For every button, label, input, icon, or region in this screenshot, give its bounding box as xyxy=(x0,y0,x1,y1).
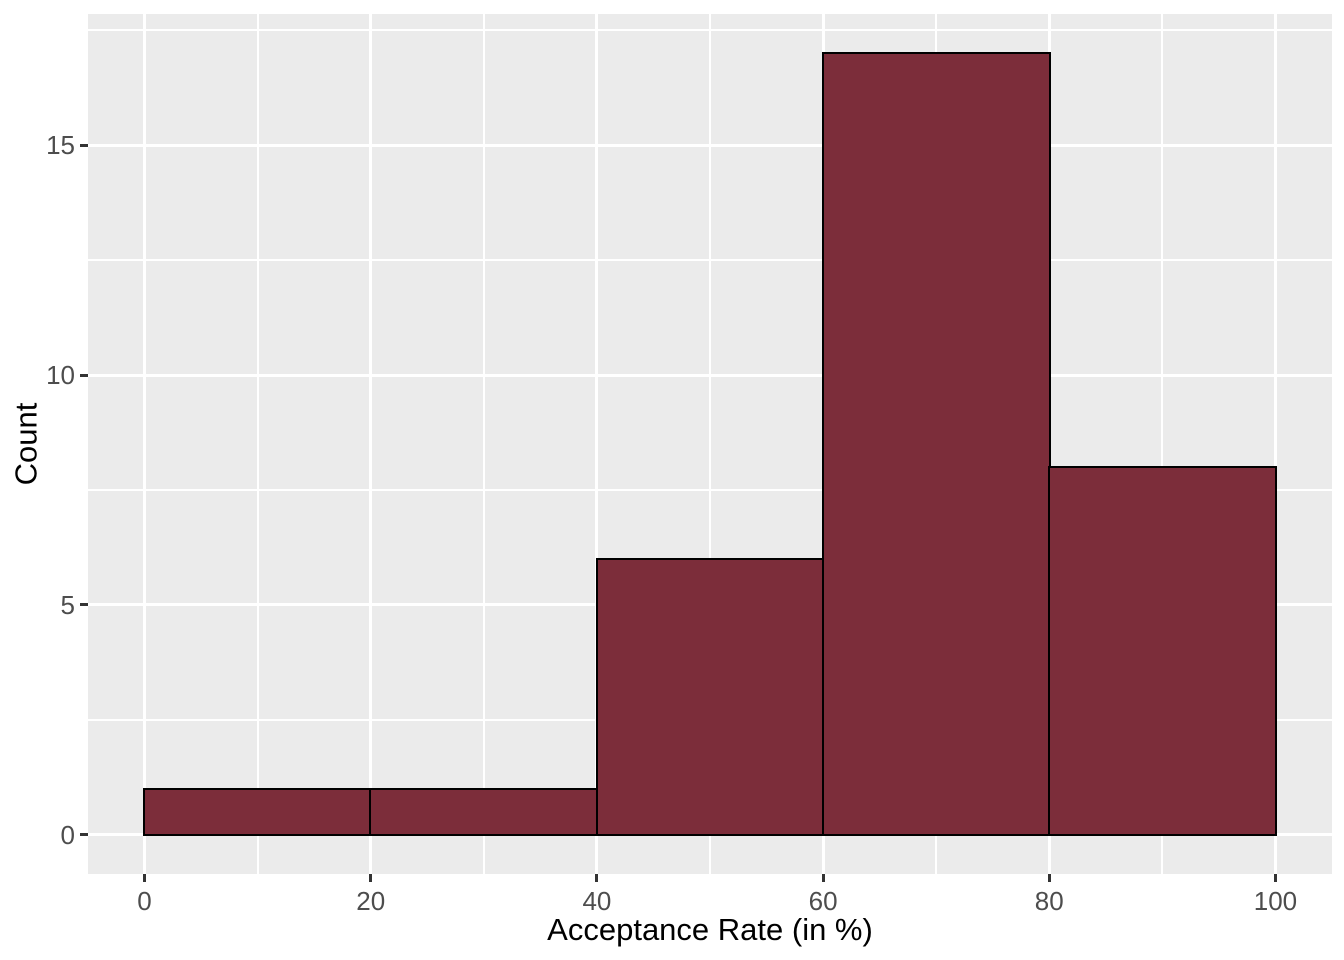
x-axis-tick-mark xyxy=(1273,874,1277,882)
y-axis-tick-mark xyxy=(80,373,88,377)
y-axis-tick-mark xyxy=(80,143,88,147)
x-axis-tick-label: 60 xyxy=(808,886,838,916)
x-axis-tick-label: 0 xyxy=(137,886,152,916)
histogram-bar xyxy=(595,557,825,837)
histogram-bar xyxy=(821,51,1051,837)
major-gridline-vertical xyxy=(143,14,147,874)
x-axis-tick-label: 100 xyxy=(1253,886,1298,916)
x-axis-tick-mark xyxy=(143,874,147,882)
y-axis-tick-mark xyxy=(80,833,88,837)
major-gridline-vertical xyxy=(595,14,599,874)
minor-gridline-horizontal xyxy=(88,259,1332,262)
y-axis-tick-label: 5 xyxy=(60,589,75,620)
histogram-bar xyxy=(369,787,599,837)
x-axis-tick-mark xyxy=(821,874,825,882)
y-axis-tick-mark xyxy=(80,603,88,607)
minor-gridline-vertical xyxy=(1161,14,1164,874)
histogram-bar xyxy=(143,787,372,837)
y-axis-tick-label: 0 xyxy=(60,819,75,850)
minor-gridline-vertical xyxy=(709,14,711,874)
x-axis-title: Acceptance Rate (in %) xyxy=(547,912,873,947)
y-axis-tick-label: 15 xyxy=(46,130,75,161)
x-axis-tick-mark xyxy=(595,874,599,882)
x-axis-tick-label: 20 xyxy=(356,886,386,916)
major-gridline-vertical xyxy=(1273,14,1277,874)
histogram-bar xyxy=(1048,465,1277,837)
minor-gridline-horizontal xyxy=(88,29,1332,32)
minor-gridline-vertical xyxy=(482,14,485,874)
major-gridline-horizontal xyxy=(88,143,1332,147)
x-axis-tick-mark xyxy=(369,874,373,882)
major-gridline-vertical xyxy=(369,14,373,874)
y-axis-title: Count xyxy=(8,402,44,486)
x-axis-tick-label: 80 xyxy=(1034,886,1064,916)
minor-gridline-horizontal xyxy=(88,488,1332,491)
minor-gridline-vertical xyxy=(256,14,259,874)
x-axis-tick-mark xyxy=(1047,874,1051,882)
x-axis-tick-label: 40 xyxy=(582,886,612,916)
major-gridline-horizontal xyxy=(88,373,1332,377)
y-axis-tick-label: 10 xyxy=(46,360,75,391)
